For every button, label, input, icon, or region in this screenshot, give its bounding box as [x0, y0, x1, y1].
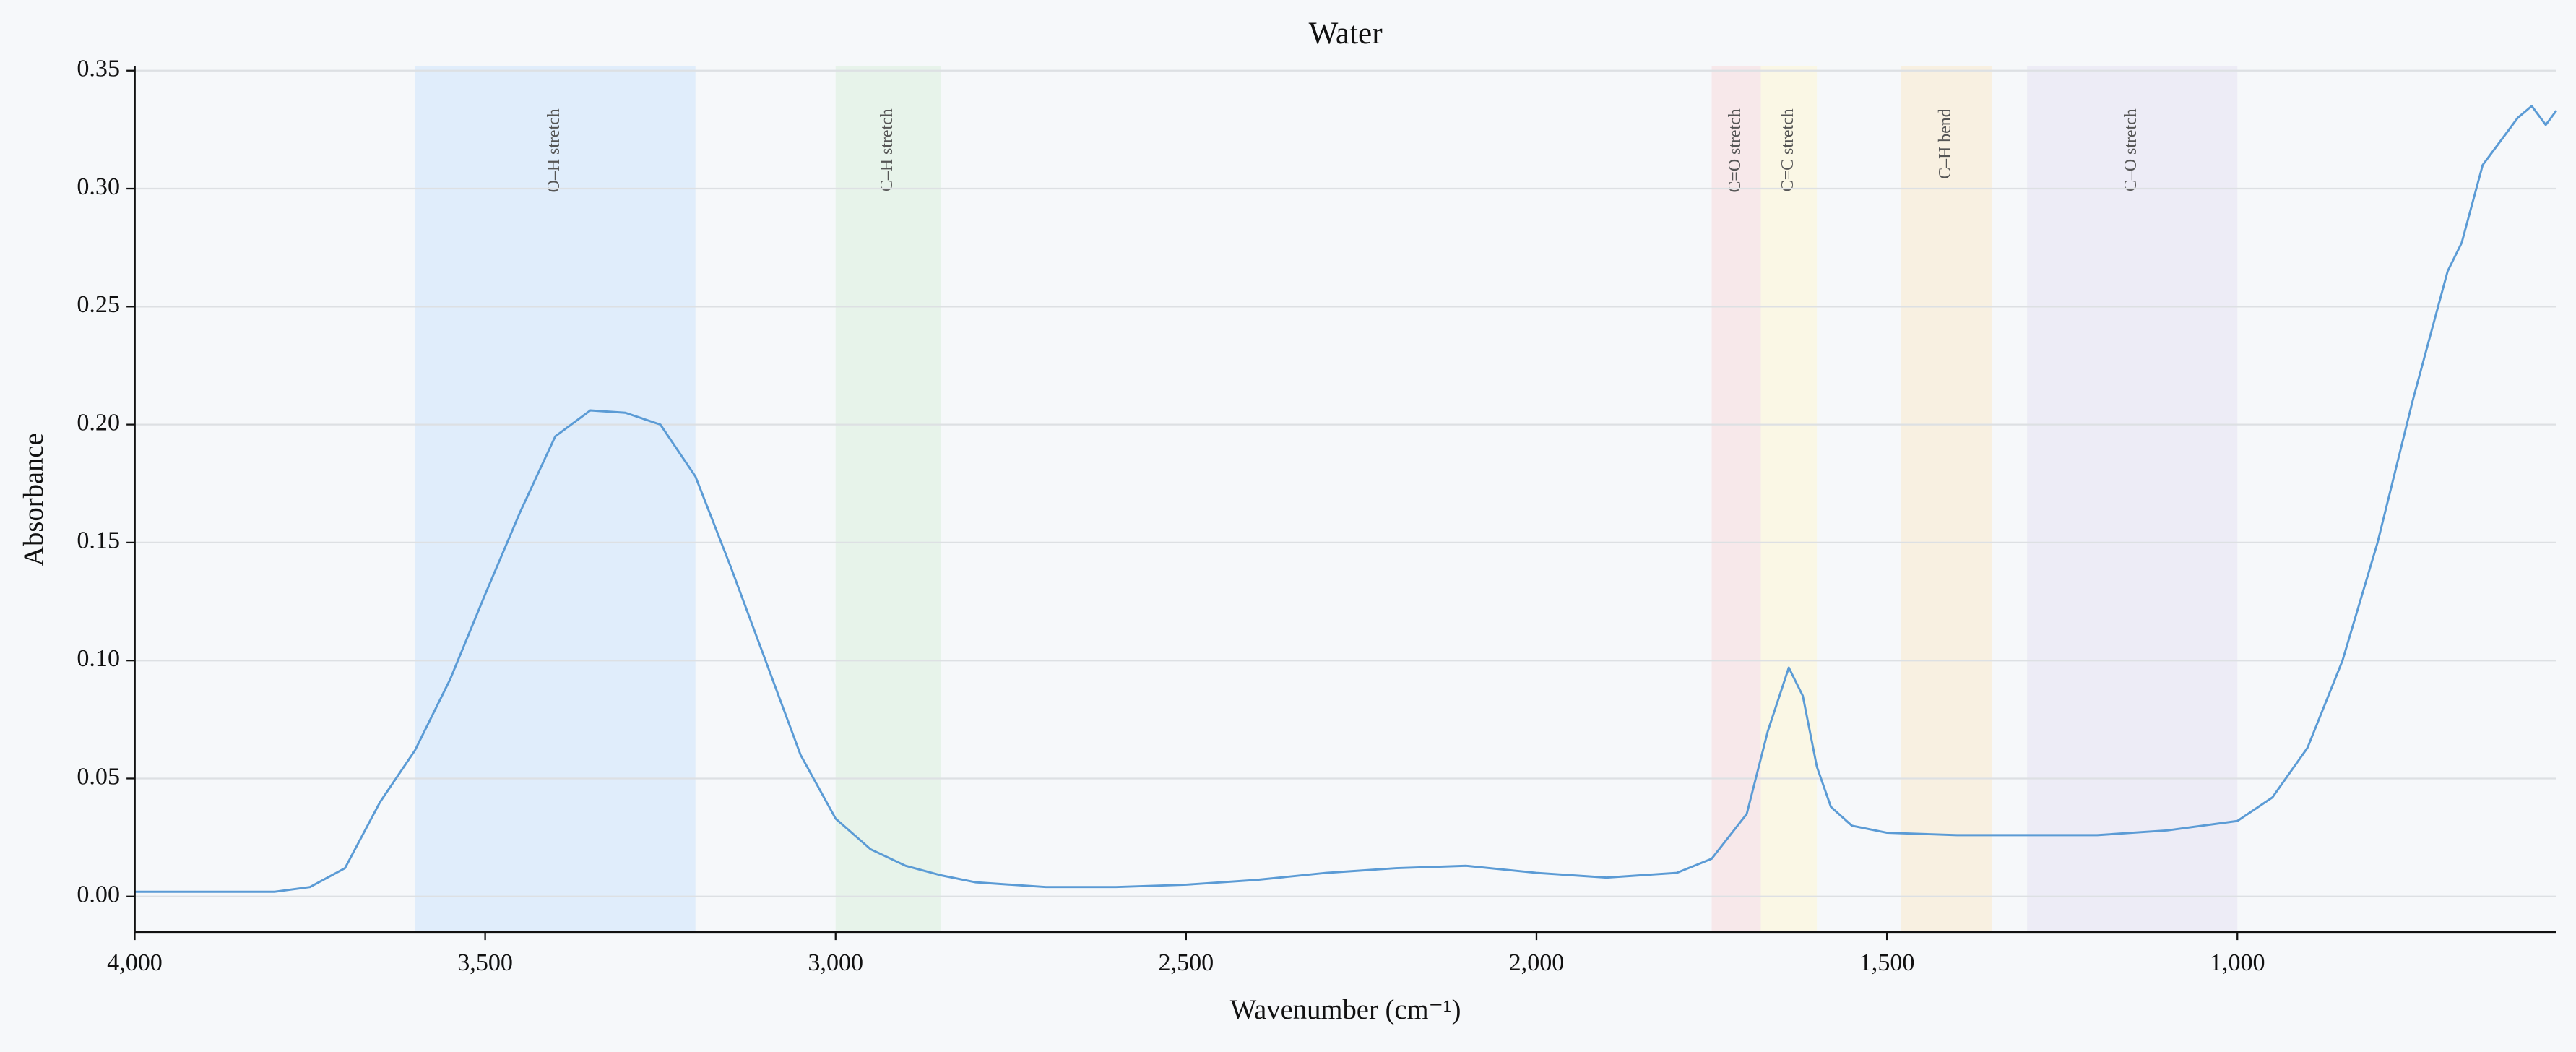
x-tick-label: 3,000	[808, 949, 863, 976]
band-label: C–H bend	[1936, 108, 1955, 178]
x-tick-label: 4,000	[107, 949, 163, 976]
y-tick-label: 0.15	[77, 527, 120, 554]
band-label: C=C stretch	[1778, 108, 1797, 191]
y-tick-label: 0.10	[77, 645, 120, 672]
y-tick-label: 0.30	[77, 173, 120, 200]
band	[415, 66, 696, 932]
band	[1901, 66, 1992, 932]
band	[1760, 66, 1818, 932]
band	[1711, 66, 1761, 932]
y-tick-label: 0.05	[77, 763, 120, 790]
band	[835, 66, 941, 932]
y-axis-label: Absorbance	[19, 433, 49, 566]
y-tick-label: 0.35	[77, 56, 120, 82]
x-tick-label: 2,500	[1158, 949, 1214, 976]
spectrum-line	[134, 105, 2557, 893]
x-tick-label: 2,000	[1509, 949, 1565, 976]
band-label: C=O stretch	[1726, 108, 1745, 192]
x-tick-label: 3,500	[457, 949, 513, 976]
y-tick-label: 0.20	[77, 409, 120, 436]
x-axis-label: Wavenumber (cm⁻¹)	[1230, 995, 1461, 1025]
band-label: O–H stretch	[545, 108, 563, 192]
band-label: C–O stretch	[2122, 108, 2140, 191]
y-tick-label: 0.00	[77, 881, 120, 908]
chart-title: Water	[1309, 16, 1383, 51]
x-tick-label: 1,000	[2210, 949, 2265, 976]
x-tick-label: 1,500	[1859, 949, 1915, 976]
y-tick-label: 0.25	[77, 291, 120, 318]
band	[2027, 66, 2238, 932]
band-label: C–H stretch	[878, 108, 896, 191]
